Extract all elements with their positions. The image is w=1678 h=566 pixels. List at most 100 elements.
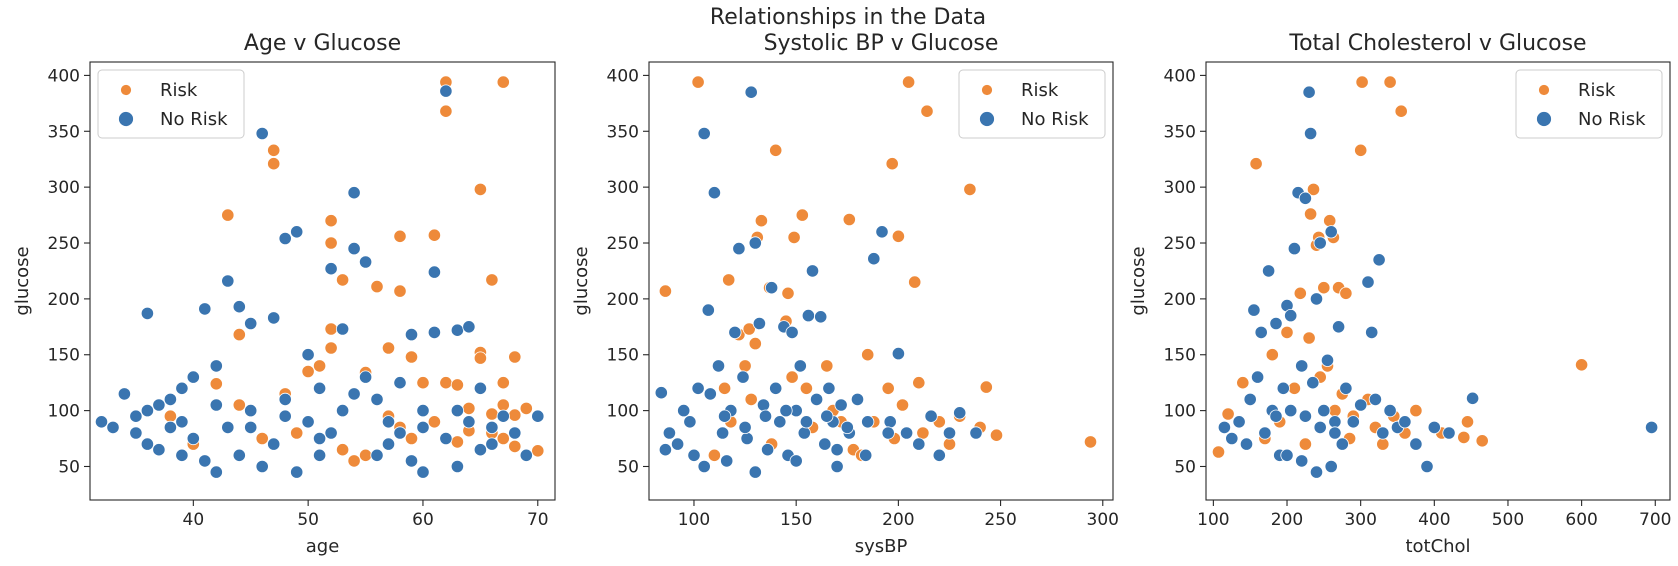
subplot-title: Total Cholesterol v Glucose (1288, 31, 1586, 56)
no-risk-point (1313, 236, 1327, 250)
no-risk-point (278, 231, 292, 246)
y-tick-label: 350 (48, 122, 80, 142)
x-tick-label: 100 (678, 510, 710, 530)
x-tick-label: 200 (882, 510, 914, 530)
no-risk-point (1225, 431, 1239, 446)
no-risk-point (1420, 459, 1434, 474)
y-tick-label: 400 (607, 66, 639, 86)
risk-point (347, 454, 361, 468)
no-risk-point (1262, 264, 1276, 278)
no-risk-point (209, 359, 223, 373)
risk-point (290, 426, 304, 440)
risk-point (1328, 403, 1342, 418)
no-risk-point (393, 376, 407, 390)
legend-no-risk-label: No Risk (1578, 109, 1646, 130)
no-risk-point (140, 306, 154, 320)
no-risk-point (1258, 426, 1272, 440)
no-risk-point (290, 225, 304, 239)
no-risk-point (703, 387, 717, 401)
risk-point (485, 407, 499, 421)
risk-point (785, 370, 799, 384)
no-risk-point (347, 186, 361, 200)
no-risk-point (198, 302, 212, 316)
no-risk-point (830, 443, 844, 457)
x-tick-label: 50 (297, 510, 319, 530)
no-risk-point (485, 420, 499, 434)
no-risk-point (1284, 308, 1298, 323)
no-risk-point (324, 262, 338, 276)
no-risk-point (683, 415, 697, 429)
no-risk-point (416, 420, 430, 434)
no-risk-point (1645, 420, 1659, 434)
risk-point (473, 182, 487, 196)
risk-point (881, 381, 895, 395)
legend: Risk No Risk (958, 69, 1106, 139)
y-tick-label: 200 (1164, 290, 1196, 310)
no-risk-point (1339, 381, 1353, 395)
no-risk-point (1304, 126, 1318, 141)
no-risk-point (175, 415, 189, 429)
no-risk-point (1217, 420, 1232, 434)
legend-risk-label: Risk (160, 80, 198, 101)
no-risk-point (290, 465, 304, 479)
no-risk-point (244, 316, 258, 331)
scatter-points (94, 75, 545, 479)
no-risk-point (789, 454, 803, 468)
no-risk-point (519, 448, 533, 462)
legend-no-risk-marker (979, 111, 995, 127)
no-risk-point (1466, 391, 1480, 405)
risk-point (393, 229, 407, 243)
no-risk-point (1309, 292, 1324, 306)
risk-point (1460, 415, 1475, 429)
no-risk-point (697, 459, 711, 474)
risk-point (781, 286, 795, 300)
legend-risk-marker (981, 84, 993, 96)
axes-frame (89, 61, 556, 501)
risk-point (393, 284, 407, 298)
risk-point (324, 236, 338, 250)
no-risk-point (899, 426, 914, 440)
no-risk-point (1328, 415, 1342, 429)
no-risk-point (1332, 320, 1346, 334)
risk-point (1323, 214, 1337, 228)
risk-point (381, 341, 396, 355)
no-risk-point (404, 454, 419, 468)
y-tick-label: 100 (48, 402, 80, 422)
no-risk-point (773, 415, 787, 429)
risk-point (404, 350, 419, 364)
x-tick-label: 500 (1492, 510, 1524, 530)
risk-point (370, 279, 384, 294)
x-tick-label: 150 (780, 510, 812, 530)
risk-point (1083, 435, 1098, 449)
no-risk-point (301, 415, 315, 429)
subplot-title: Age v Glucose (244, 31, 401, 56)
legend-risk-label: Risk (1578, 80, 1616, 101)
risk-point (658, 284, 673, 298)
no-risk-point (883, 415, 897, 429)
no-risk-point (793, 359, 807, 373)
no-risk-point (450, 403, 464, 418)
no-risk-point (799, 415, 814, 429)
no-risk-point (347, 387, 361, 401)
scatter-points (1211, 75, 1659, 479)
no-risk-point (267, 311, 281, 325)
no-risk-point (1284, 403, 1298, 418)
x-tick-label: 40 (183, 510, 205, 530)
risk-point (989, 428, 1004, 442)
no-risk-point (769, 381, 783, 395)
y-axis-label: glucose (571, 246, 592, 315)
no-risk-point (677, 403, 691, 418)
no-risk-point (439, 84, 453, 98)
risk-point (769, 143, 783, 157)
no-risk-point (867, 252, 881, 266)
y-axis-label: glucose (1128, 246, 1149, 315)
risk-point (754, 214, 769, 228)
y-tick-label: 100 (1164, 402, 1196, 422)
no-risk-point (1398, 415, 1412, 429)
no-risk-point (427, 265, 441, 279)
no-risk-point (221, 420, 235, 434)
no-risk-point (1361, 275, 1375, 289)
no-risk-point (859, 448, 873, 462)
risk-point (163, 409, 177, 423)
